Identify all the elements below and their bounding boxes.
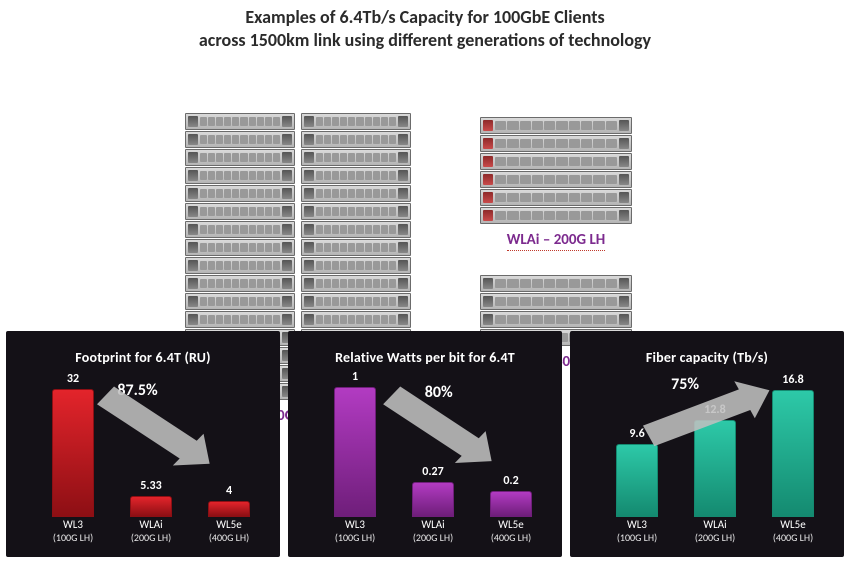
plot-area: 9.612.816.8 — [598, 381, 832, 517]
rack-unit — [480, 117, 632, 134]
title-line2: across 1500km link using different gener… — [0, 29, 850, 52]
bar — [616, 444, 659, 517]
rack-unit — [301, 275, 411, 292]
rack-diagram-area: WL3e – 100G long haul (LH)WLAi – 200G LH… — [0, 51, 850, 331]
bar — [694, 420, 737, 517]
rack-unit — [480, 293, 632, 310]
charts-row: Footprint for 6.4T (RU)32 5.33 4 87.5% WL3(1… — [0, 331, 850, 563]
bar-value-label: 4 — [205, 484, 253, 498]
chart-watts: Relative Watts per bit for 6.4T10.270.28… — [288, 331, 562, 557]
rack-unit — [301, 203, 411, 220]
bar-value-label: 0.2 — [487, 474, 535, 488]
rack-unit — [480, 189, 632, 206]
rack-unit — [185, 275, 295, 292]
chart-title: Fiber capacity (Tb/s) — [580, 341, 834, 375]
rack-unit — [480, 171, 632, 188]
rack-unit — [185, 149, 295, 166]
rack-unit — [185, 221, 295, 238]
rack-unit — [185, 185, 295, 202]
annotation-percent: 75% — [671, 375, 699, 394]
x-axis-labels: WL3(100G LH)WLAi(200G LH)WL5e(400G LH) — [598, 519, 832, 553]
title-line1: Examples of 6.4Tb/s Capacity for 100GbE … — [0, 6, 850, 29]
rack-unit — [185, 257, 295, 274]
x-axis-labels: WL3(100G LH)WLAi(200G LH)WL5e(400G LH) — [316, 519, 550, 553]
x-label: WL5e(400G LH) — [472, 519, 550, 553]
rack-unit — [480, 207, 632, 224]
rack-unit — [185, 131, 295, 148]
x-label: WLAi(200G LH) — [112, 519, 190, 553]
rack-unit — [301, 149, 411, 166]
rack-unit — [185, 293, 295, 310]
bar — [334, 387, 377, 517]
bar-value-label: 5.33 — [127, 479, 175, 493]
cluster-label-wlai: WLAi – 200G LH — [480, 231, 632, 251]
rack-unit — [480, 311, 632, 328]
x-label: WLAi(200G LH) — [676, 519, 754, 553]
rack-unit — [301, 311, 411, 328]
bar — [772, 390, 815, 517]
rack-unit — [185, 113, 295, 130]
rack-unit — [301, 113, 411, 130]
rack-unit — [301, 131, 411, 148]
page-title: Examples of 6.4Tb/s Capacity for 100GbE … — [0, 0, 850, 51]
rack-unit — [185, 311, 295, 328]
x-label: WL3(100G LH) — [598, 519, 676, 553]
chart-footprint: Footprint for 6.4T (RU)32 5.33 4 87.5% WL3(1… — [6, 331, 280, 557]
rack-unit — [185, 167, 295, 184]
x-label: WL3(100G LH) — [34, 519, 112, 553]
annotation-percent: 87.5% — [117, 381, 157, 400]
x-axis-labels: WL3(100G LH)WLAi(200G LH)WL5e(400G LH) — [34, 519, 268, 553]
bar-value-label: 1 — [331, 370, 379, 384]
rack-unit — [480, 135, 632, 152]
bar — [412, 482, 455, 517]
rack-unit — [301, 167, 411, 184]
cluster-units — [480, 117, 632, 225]
bar-value-label: 32 — [49, 372, 97, 386]
chart-fiber: Fiber capacity (Tb/s) 9.6 12.8 16.8 75% WL3(1… — [570, 331, 844, 557]
cluster-wlai: WLAi – 200G LH — [480, 117, 632, 251]
rack-unit — [301, 221, 411, 238]
bar-value-label: 16.8 — [769, 373, 817, 387]
bar — [208, 501, 251, 517]
x-label: WL3(100G LH) — [316, 519, 394, 553]
annotation-percent: 80% — [425, 383, 453, 402]
rack-unit — [185, 239, 295, 256]
bar — [490, 491, 533, 517]
chart-title: Footprint for 6.4T (RU) — [16, 341, 270, 375]
rack-unit — [185, 203, 295, 220]
bar-value-label: 9.6 — [613, 427, 661, 441]
x-label: WL5e(400G LH) — [190, 519, 268, 553]
rack-column — [480, 117, 632, 225]
bar-value-label: 12.8 — [691, 403, 739, 417]
plot-area: 325.334 — [34, 381, 268, 517]
bar — [130, 496, 173, 517]
bar-value-label: 0.27 — [409, 465, 457, 479]
x-label: WL5e(400G LH) — [754, 519, 832, 553]
rack-unit — [301, 257, 411, 274]
rack-unit — [480, 275, 632, 292]
rack-unit — [301, 293, 411, 310]
x-label: WLAi(200G LH) — [394, 519, 472, 553]
bar — [52, 389, 95, 517]
rack-unit — [301, 185, 411, 202]
rack-unit — [301, 239, 411, 256]
rack-unit — [480, 153, 632, 170]
